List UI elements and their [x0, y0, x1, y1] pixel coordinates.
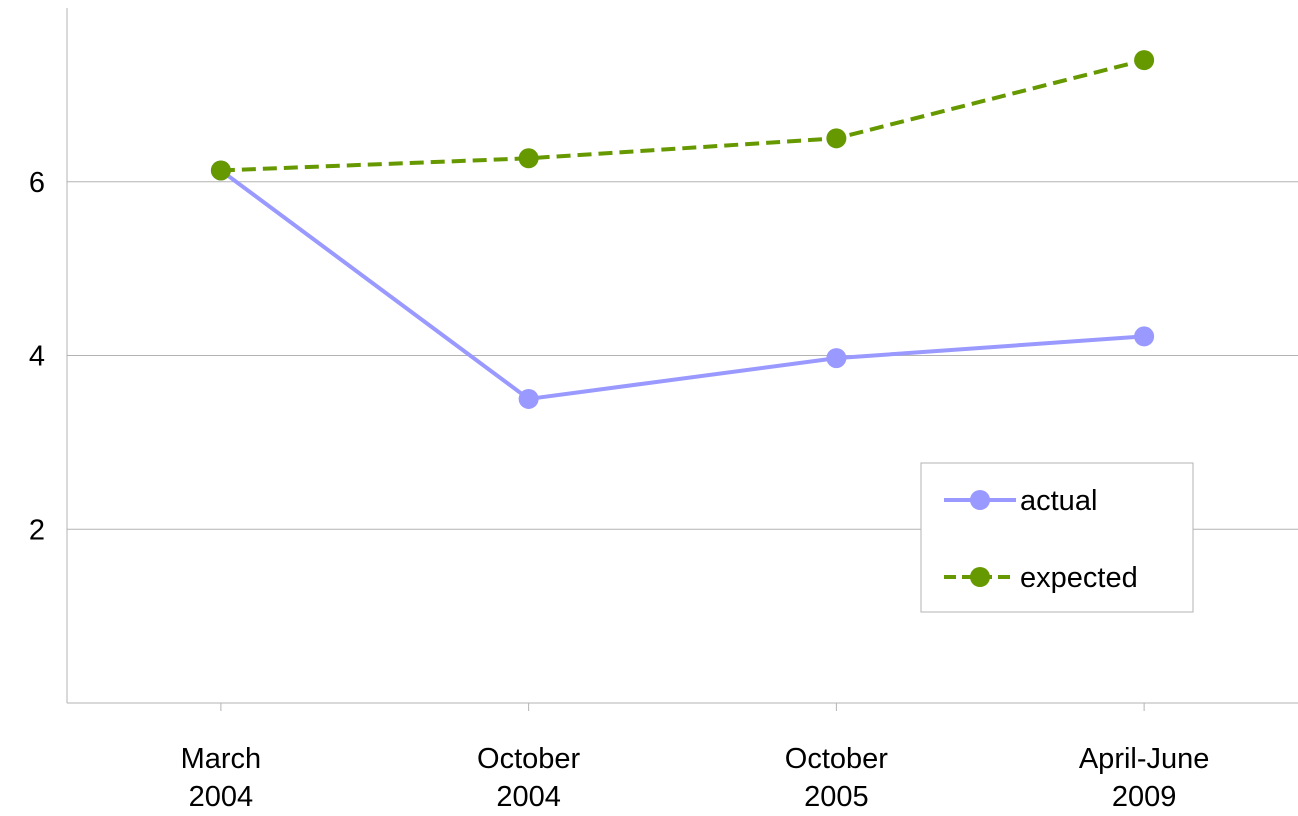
series-line-expected	[220, 58, 1145, 173]
legend-marker-expected	[970, 567, 990, 587]
y-tick-label: 2	[29, 514, 45, 546]
x-tick-labels: March 2004 October 2004 October 2005 April-Jun…	[181, 703, 1210, 813]
x-tick-label: 2004	[496, 781, 561, 813]
data-point-expected	[1134, 50, 1155, 71]
y-tick-labels: 2 4 6	[29, 167, 45, 547]
legend-label-actual: actual	[1020, 485, 1097, 517]
data-point-expected	[210, 160, 231, 181]
y-tick-label: 4	[29, 341, 45, 373]
series-line-actual	[219, 168, 1145, 401]
x-tick-label: April-June	[1079, 743, 1210, 775]
data-point-expected	[826, 128, 847, 149]
legend-marker-actual	[970, 490, 990, 510]
y-tick-label: 6	[29, 167, 45, 199]
data-point-actual	[518, 388, 539, 409]
data-point-expected	[518, 148, 539, 169]
x-tick-label: March	[181, 743, 262, 775]
legend: actual expected	[920, 462, 1194, 613]
legend-box	[920, 462, 1194, 613]
x-tick-label: 2009	[1112, 781, 1177, 813]
data-point-actual	[826, 348, 847, 369]
data-point-actual	[1134, 326, 1155, 347]
x-tick-label: 2005	[804, 781, 869, 813]
legend-label-expected: expected	[1020, 562, 1138, 594]
x-tick-label: October	[785, 743, 888, 775]
axes	[66, 8, 1298, 704]
x-tick-label: October	[477, 743, 580, 775]
series-layer	[210, 50, 1155, 409]
x-tick-label: 2004	[189, 781, 254, 813]
